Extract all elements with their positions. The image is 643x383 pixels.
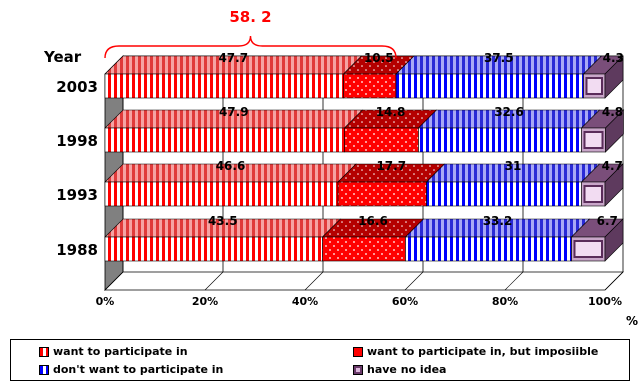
category-label-1998: 1998 [56,132,98,150]
bar-1993-s0 [104,181,339,207]
value-label-1998-s0: 47.9 [219,105,249,119]
value-label-1998-s2: 32.6 [494,105,524,119]
floor-gridline-5 [604,271,624,291]
bar-1993-s2 [426,181,582,207]
bar-inner-1998-s3 [583,131,604,149]
bar-1988-s0 [104,236,323,262]
legend-swatch-want-impossible [353,346,363,357]
category-label-2003: 2003 [56,78,98,96]
x-axis-ticks: 0% 20% 40% 60% 80% 100% [96,295,622,308]
value-label-1993-s2: 31 [505,159,522,173]
annotation-brace [104,35,397,59]
bar-group-1998 [104,109,625,153]
value-label-1988-s1: 16.6 [358,214,388,228]
bar-group-2003 [104,55,624,99]
bar-2003-s2 [395,73,584,99]
bar-side-2003 [604,55,624,99]
value-label-1988-s0: 43.5 [208,214,238,228]
value-label-2003-s0: 47.7 [218,51,248,65]
value-label-1998-s1: 14.8 [376,105,406,119]
legend-item-no-idea: have no idea [353,363,446,376]
bar-inner-2003-s3 [585,77,603,95]
floor [104,271,624,291]
category-label-1988: 1988 [56,241,98,259]
value-label-1993-s0: 46.6 [216,159,246,173]
x-tick-label-4: 80% [492,295,518,308]
x-tick-label-0: 0% [96,295,115,308]
value-label-1993-s3: 4.7 [602,159,623,173]
legend-swatch-dont-want [39,364,49,375]
value-label-2003-s3: 4.3 [603,51,624,65]
floor-gridline-0 [104,271,124,291]
legend-item-want-impossible: want to participate in, but imposiible [353,345,598,358]
bar-1988-s1 [322,236,406,262]
floor-gridline-3 [404,271,424,291]
legend-label-dont-want: don't want to participate in [53,363,224,376]
value-label-2003-s1: 10.5 [364,51,394,65]
value-labels: 47.7 10.5 37.5 4.3 47.9 14.8 32.6 4.8 46.6 17.7 31… [208,51,624,228]
y-axis-label: Year [43,48,82,66]
x-tick-label-5: 100% [588,295,622,308]
x-axis-unit: % [626,314,638,328]
bar-2003-s0 [104,73,344,99]
legend-label-want-impossible: want to participate in, but imposiible [367,345,599,358]
legend-swatch-want [39,346,49,357]
y-axis-categories: 2003 1998 1993 1988 [56,78,98,259]
legend-item-want: want to participate in [39,345,188,358]
category-label-1993: 1993 [56,186,98,204]
x-tick-label-3: 60% [392,295,418,308]
bar-inner-1993-s3 [583,185,603,203]
annotation-bracket: 58. 2 [104,8,397,59]
x-tick-label-1: 20% [192,295,218,308]
legend-label-no-idea: have no idea [367,363,447,376]
annotation-label: 58. 2 [229,8,271,26]
value-label-1988-s2: 33.2 [483,214,513,228]
bar-side-1998 [605,109,624,153]
bar-group-1993 [104,163,624,207]
floor-gridline-2 [304,271,324,291]
bar-2003-s1 [343,73,397,99]
bar-1998-s0 [104,127,345,153]
value-label-2003-s2: 37.5 [484,51,514,65]
bar-1998-s1 [344,127,419,153]
bar-inner-1988-s3 [573,240,603,258]
legend-label-want: want to participate in [53,345,188,358]
floor-gridline-1 [204,271,224,291]
bar-side-1993 [604,163,624,207]
floor-gridline-4 [504,271,524,291]
bar-group-1988 [104,218,624,262]
x-tick-label-2: 40% [292,295,318,308]
bar-side-1988 [604,218,624,262]
legend: want to participate in want to participa… [10,339,630,381]
bars [104,55,625,262]
bar-1993-s1 [337,181,427,207]
value-label-1993-s1: 17.7 [376,159,406,173]
bar-1988-s2 [405,236,572,262]
value-label-1988-s3: 6.7 [597,214,618,228]
legend-swatch-no-idea [353,364,363,375]
value-label-1998-s3: 4.8 [602,105,623,119]
bar-1998-s2 [418,127,582,153]
legend-item-dont-want: don't want to participate in [39,363,223,376]
